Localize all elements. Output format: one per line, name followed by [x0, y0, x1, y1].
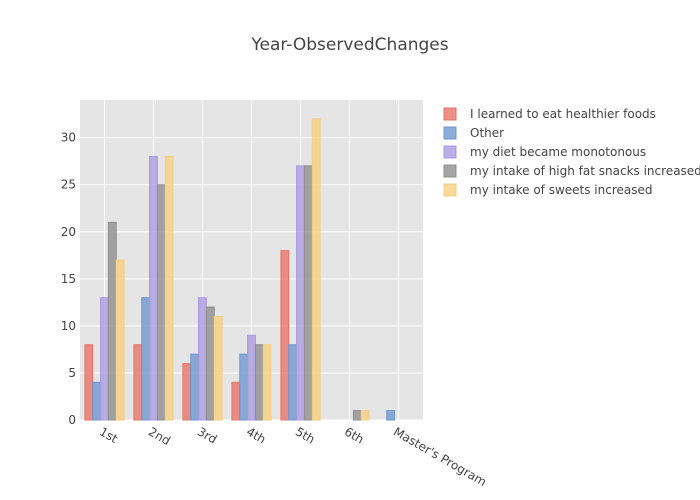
- bar[interactable]: [164, 155, 174, 421]
- bar[interactable]: [352, 410, 362, 421]
- x-tick-label: 6th: [342, 424, 366, 446]
- bar[interactable]: [92, 381, 102, 421]
- legend-swatch: [443, 107, 457, 121]
- legend-item[interactable]: my diet became monotonous: [443, 145, 646, 159]
- y-tick-label: 0: [68, 413, 76, 427]
- bar[interactable]: [149, 155, 158, 421]
- bar[interactable]: [213, 315, 223, 421]
- chart-title: Year-ObservedChanges: [250, 35, 448, 55]
- bar[interactable]: [311, 118, 321, 421]
- x-tick-label: Master's Program: [391, 424, 489, 489]
- y-tick-label: 5: [68, 366, 76, 380]
- bar[interactable]: [280, 250, 290, 421]
- bar[interactable]: [296, 165, 305, 421]
- legend-label: my diet became monotonous: [470, 145, 646, 159]
- bar[interactable]: [205, 306, 215, 421]
- bar[interactable]: [262, 344, 272, 421]
- y-tick-label: 20: [61, 225, 76, 239]
- legend-item[interactable]: I learned to eat healthier foods: [443, 107, 656, 121]
- legend-item[interactable]: Other: [443, 126, 504, 140]
- legend-label: I learned to eat healthier foods: [470, 107, 656, 121]
- bar[interactable]: [239, 353, 249, 421]
- y-tick-label: 15: [61, 272, 76, 286]
- legend-swatch: [443, 164, 457, 178]
- legend-label: Other: [470, 126, 504, 140]
- bar[interactable]: [198, 297, 207, 421]
- legend-swatch: [443, 183, 457, 197]
- series-4: [115, 118, 370, 421]
- legend-swatch: [443, 126, 457, 140]
- legend-label: my intake of high fat snacks increased: [470, 164, 700, 178]
- bar[interactable]: [247, 334, 256, 421]
- x-tick-label: 4th: [244, 424, 268, 446]
- legend-item[interactable]: my intake of high fat snacks increased: [443, 164, 700, 178]
- x-tick-label: 1st: [97, 424, 120, 446]
- bar[interactable]: [231, 381, 241, 421]
- bar[interactable]: [386, 410, 396, 421]
- bar[interactable]: [115, 259, 125, 421]
- x-tick-label: 2nd: [146, 424, 173, 448]
- bars: [84, 118, 396, 421]
- bar[interactable]: [141, 297, 151, 421]
- legend-item[interactable]: my intake of sweets increased: [443, 183, 653, 197]
- bar[interactable]: [182, 363, 192, 421]
- y-tick-label: 10: [61, 319, 76, 333]
- bar[interactable]: [100, 297, 109, 421]
- x-tick-label: 5th: [293, 424, 317, 446]
- bar[interactable]: [133, 344, 143, 421]
- bar[interactable]: [156, 184, 166, 421]
- bar[interactable]: [360, 410, 370, 421]
- y-tick-label: 30: [61, 131, 76, 145]
- bar[interactable]: [303, 165, 313, 421]
- legend-swatch: [443, 145, 457, 159]
- series-3: [107, 165, 362, 421]
- bar[interactable]: [107, 221, 117, 421]
- legend[interactable]: I learned to eat healthier foods Other my …: [443, 107, 700, 197]
- bar[interactable]: [190, 353, 200, 421]
- bar[interactable]: [254, 344, 264, 421]
- bar[interactable]: [84, 344, 94, 421]
- bar[interactable]: [288, 344, 298, 421]
- legend-label: my intake of sweets increased: [470, 183, 653, 197]
- x-tick-label: 3rd: [195, 424, 219, 446]
- y-tick-label: 25: [61, 178, 76, 192]
